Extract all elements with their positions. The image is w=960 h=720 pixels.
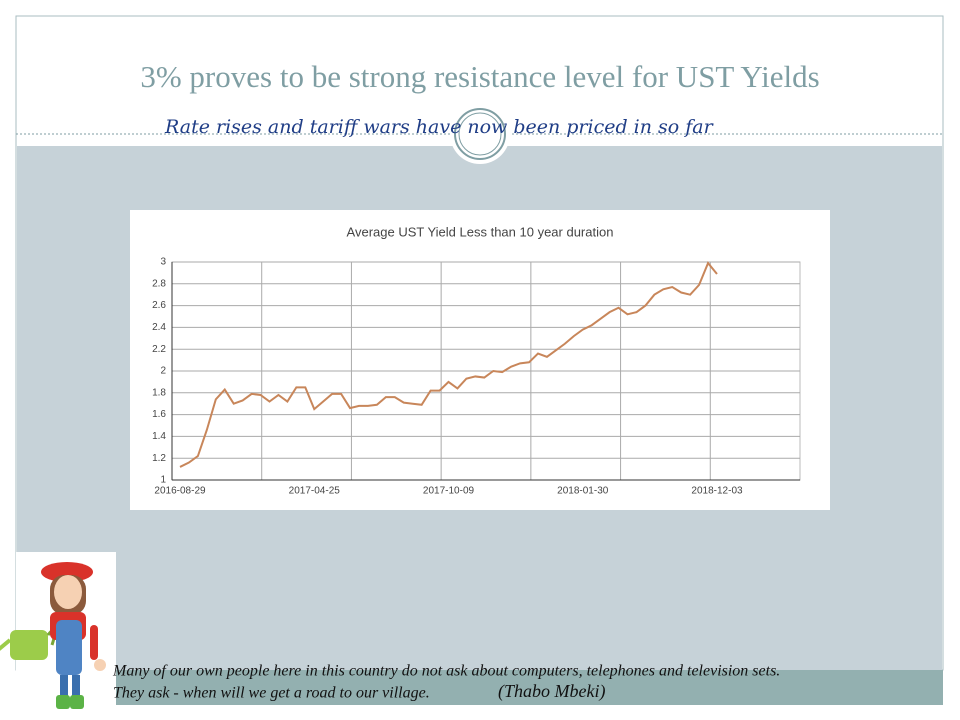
y-tick-label: 1.4: [152, 431, 166, 442]
slide-subtitle: Rate rises and tariff wars have now been…: [164, 116, 715, 138]
quote-line: They ask - when will we get a road to ou…: [113, 685, 430, 702]
x-tick-label: 2018-12-03: [691, 486, 743, 497]
data-line: [179, 261, 718, 468]
x-tick-label: 2017-04-25: [289, 486, 341, 497]
y-tick-label: 1: [160, 475, 166, 486]
x-tick-label: 2017-10-09: [423, 486, 475, 497]
y-tick-label: 1.6: [152, 409, 166, 420]
y-tick-label: 2: [160, 366, 166, 377]
y-tick-label: 1.8: [152, 387, 166, 398]
quote-line: Many of our own people here in this coun…: [112, 663, 780, 680]
footer-band: [110, 670, 943, 705]
slide-title: 3% proves to be strong resistance level …: [140, 59, 819, 94]
y-tick-label: 3: [160, 257, 166, 268]
ornament-ring: [454, 108, 506, 160]
quote-author: (Thabo Mbeki): [498, 681, 605, 702]
y-tick-label: 2.8: [152, 278, 166, 289]
y-tick-label: 2.2: [152, 344, 166, 355]
farmer-illustration: [0, 552, 116, 720]
x-tick-label: 2018-01-30: [557, 486, 609, 497]
y-tick-label: 2.6: [152, 300, 166, 311]
chart-title: Average UST Yield Less than 10 year dura…: [347, 224, 614, 239]
y-tick-label: 1.2: [152, 453, 166, 464]
ornament-ring: [458, 112, 502, 156]
x-tick-label: 2016-08-29: [154, 486, 206, 497]
chart-panel: [130, 210, 830, 510]
y-tick-label: 2.4: [152, 322, 166, 333]
